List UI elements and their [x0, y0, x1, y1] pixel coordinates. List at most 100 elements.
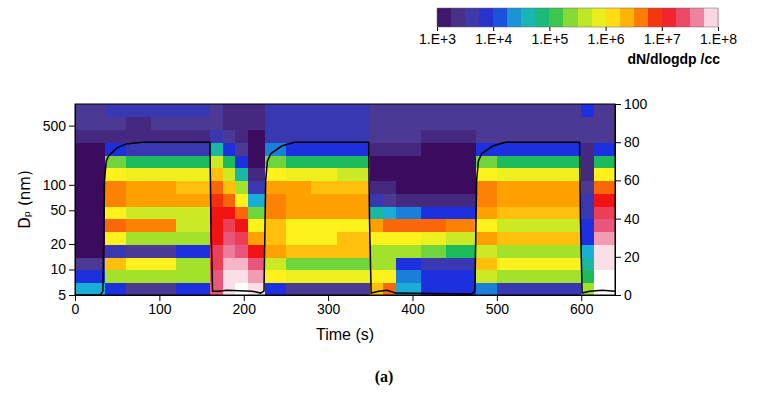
heatmap-cell: [75, 257, 105, 270]
heatmap-cell: [594, 155, 615, 168]
heatmap-cell: [176, 129, 210, 142]
heatmap-cell: [248, 142, 265, 156]
heatmap-cell: [176, 193, 210, 207]
plot-frame: [75, 104, 615, 295]
x-axis: 0100200300400500600: [72, 295, 616, 317]
heatmap-cell: [151, 244, 177, 258]
heatmap-cell: [286, 244, 312, 258]
heatmap-cell: [223, 181, 236, 194]
heatmap-cell: [446, 193, 476, 207]
heatmap-cell: [548, 232, 582, 245]
colorbar-swatch: [479, 8, 494, 27]
heatmap-cell: [265, 104, 287, 117]
heatmap-cell: [75, 206, 105, 219]
heatmap-cell: [311, 283, 337, 295]
heatmap-cell: [548, 117, 582, 131]
tick: 1.E+5: [531, 27, 568, 47]
heatmap-cell: [383, 129, 396, 142]
heatmap-cell: [176, 181, 210, 194]
caption: (a): [375, 368, 394, 386]
heatmap-cell: [446, 104, 476, 117]
heatmap-cell: [176, 219, 210, 233]
tick-label: 200: [233, 301, 257, 317]
heatmap-cell: [223, 283, 236, 295]
heatmap-cell: [75, 129, 105, 142]
colorbar-swatch: [648, 8, 663, 27]
heatmap-cell: [581, 129, 594, 142]
heatmap-cell: [370, 142, 383, 156]
heatmap-cell: [337, 117, 371, 131]
heatmap-cell: [383, 244, 396, 258]
heatmap-cell: [126, 270, 152, 284]
heatmap-cell: [396, 168, 422, 182]
heatmap-cell: [383, 117, 396, 131]
heatmap-cell: [151, 155, 177, 168]
heatmap-cell: [176, 142, 210, 156]
heatmap-cell: [421, 181, 447, 194]
heatmap-cell: [476, 168, 498, 182]
tick-label: 80: [624, 134, 640, 150]
colorbar-frame: [437, 8, 718, 27]
heatmap-cell: [421, 193, 447, 207]
heatmap-cell: [383, 142, 396, 156]
heatmap-cell: [497, 206, 523, 219]
heatmap-cell: [396, 206, 422, 219]
heatmap-cell: [396, 232, 422, 245]
y-axis: 5102050100500: [43, 105, 76, 303]
heatmap-cell: [151, 257, 177, 270]
heatmap-cell: [383, 193, 396, 207]
heatmap-cell: [210, 129, 223, 142]
tick: 500: [43, 118, 75, 134]
heatmap-cell: [248, 219, 265, 233]
heatmap-cell: [370, 193, 383, 207]
heatmap-cell: [581, 142, 594, 156]
heatmap-cell: [223, 129, 236, 142]
heatmap-cell: [548, 104, 582, 117]
heatmap-cell: [522, 117, 548, 131]
heatmap-cell: [594, 257, 615, 270]
heatmap-cell: [235, 104, 248, 117]
heatmap-cell: [311, 129, 337, 142]
heatmap-cell: [311, 181, 337, 194]
heatmap-cell: [223, 232, 236, 245]
heatmap-cell: [337, 232, 371, 245]
heatmap-cell: [522, 193, 548, 207]
heatmap-cell: [265, 181, 287, 194]
heatmap-cell: [446, 232, 476, 245]
heatmap-cell: [548, 244, 582, 258]
heatmap-cell: [446, 168, 476, 182]
tick: 100: [43, 177, 75, 193]
colorbar-swatch: [704, 8, 719, 27]
heatmap-cell: [396, 142, 422, 156]
plot-area: [75, 104, 615, 295]
heatmap-cell: [265, 168, 287, 182]
heatmap-cell: [223, 219, 236, 233]
heatmap-cell: [176, 244, 210, 258]
tick-label: 0: [624, 287, 632, 303]
heatmap-cell: [548, 193, 582, 207]
tick-label: 10: [50, 261, 66, 277]
heatmap-cell: [235, 219, 248, 233]
heatmap-cell: [497, 257, 523, 270]
heatmap-cell: [522, 283, 548, 295]
colorbar-swatch: [634, 8, 649, 27]
heatmap-cell: [75, 104, 105, 117]
heatmap-cell: [105, 117, 127, 131]
series-line: [75, 142, 615, 295]
heatmap-cell: [476, 104, 498, 117]
tick: 600: [570, 295, 594, 317]
heatmap-cell: [311, 257, 337, 270]
heatmap-cell: [311, 104, 337, 117]
tick-label: 1.E+4: [475, 31, 512, 47]
heatmap-cell: [548, 219, 582, 233]
tick: 200: [233, 295, 257, 317]
heatmap-cell: [126, 129, 152, 142]
heatmap-cell: [421, 244, 447, 258]
heatmap-cell: [476, 129, 498, 142]
colorbar-swatch: [493, 8, 508, 27]
heatmap-cell: [105, 283, 127, 295]
heatmap-cell: [235, 257, 248, 270]
heatmap-cell: [75, 244, 105, 258]
heatmap-cell: [265, 117, 287, 131]
colorbar-swatch: [606, 8, 621, 27]
